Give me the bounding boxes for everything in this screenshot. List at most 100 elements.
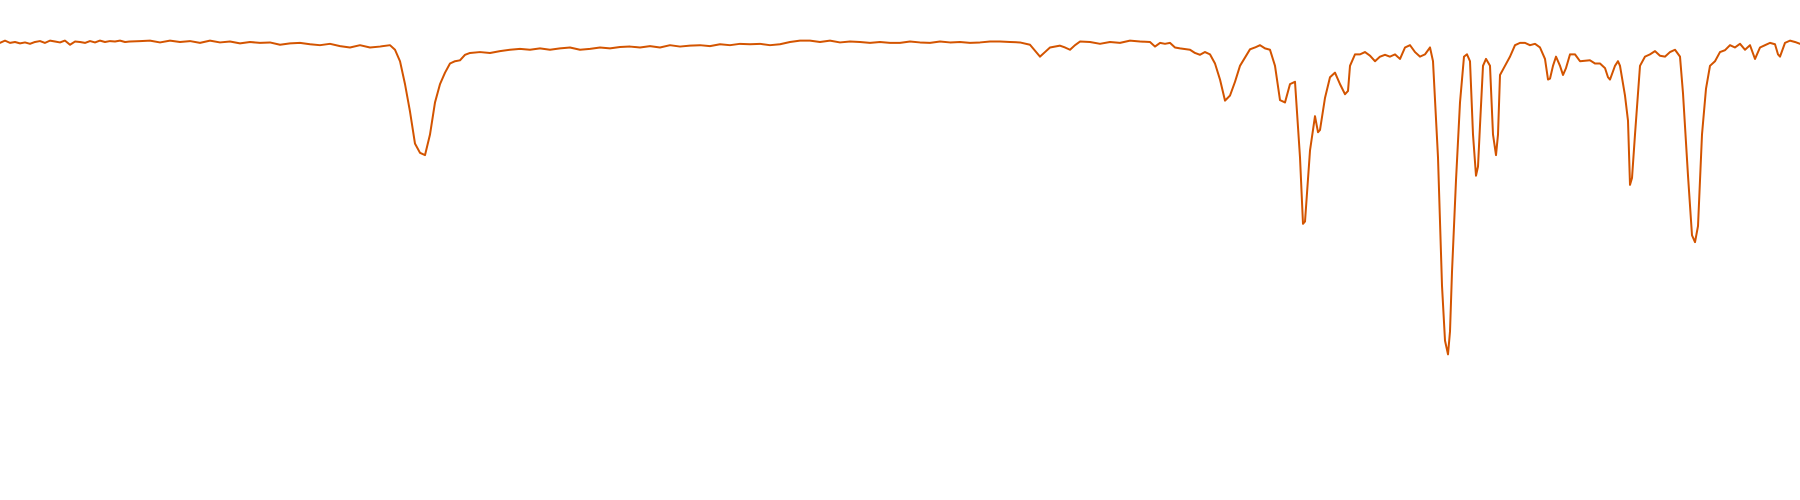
data-point [1169, 42, 1171, 44]
data-point [1709, 65, 1711, 67]
data-point [1472, 133, 1474, 136]
data-point [1609, 78, 1611, 81]
data-point [1674, 49, 1676, 51]
data-point [1432, 60, 1434, 62]
data-point [1664, 56, 1666, 58]
data-point [1414, 51, 1416, 53]
data-point [1499, 74, 1501, 76]
data-point [1624, 94, 1626, 97]
data-point [229, 40, 231, 43]
data-point [1304, 220, 1306, 223]
data-point [19, 42, 21, 44]
data-point [1654, 50, 1656, 52]
data-point [1139, 40, 1141, 43]
data-point [1682, 92, 1684, 94]
data-point [469, 52, 471, 54]
data-point [1552, 65, 1554, 67]
data-point [1419, 56, 1421, 58]
data-point [1451, 271, 1453, 273]
data-point [1559, 65, 1561, 67]
data-point [1534, 43, 1536, 45]
data-point [1194, 52, 1196, 54]
data-point [1694, 241, 1696, 243]
data-point [879, 41, 881, 43]
data-point [919, 41, 921, 44]
data-point [104, 41, 106, 43]
data-point [1159, 42, 1161, 44]
data-point [349, 46, 351, 49]
data-point [49, 40, 51, 42]
data-point [799, 40, 801, 42]
data-point [1044, 51, 1046, 53]
data-point [1547, 78, 1549, 81]
data-point [1359, 53, 1361, 55]
data-point [1539, 46, 1541, 49]
data-point [1009, 41, 1011, 43]
data-point [309, 43, 311, 45]
data-point [159, 41, 161, 44]
data-point [1744, 49, 1746, 51]
data-point [9, 42, 11, 44]
data-point [54, 40, 56, 43]
data-point [1264, 47, 1266, 50]
data-point [1482, 65, 1484, 67]
data-point [339, 45, 341, 47]
data-point [1204, 51, 1206, 53]
data-point [1269, 49, 1271, 51]
data-point [949, 41, 951, 44]
data-point [929, 42, 931, 44]
data-point [1279, 99, 1281, 101]
data-point [434, 101, 436, 104]
data-point [1549, 78, 1551, 80]
data-point [1719, 51, 1721, 53]
data-point [779, 43, 781, 45]
data-point [909, 40, 911, 43]
data-point [729, 44, 731, 46]
data-point [1574, 53, 1576, 55]
data-point [669, 44, 671, 46]
data-point [1669, 51, 1671, 53]
data-point [999, 40, 1001, 43]
data-point [1334, 72, 1336, 74]
data-point [59, 41, 61, 44]
data-point [1466, 53, 1468, 55]
data-point [359, 44, 361, 46]
data-point [1424, 53, 1426, 55]
data-point [89, 40, 91, 42]
data-point [1229, 94, 1231, 97]
data-point [1179, 47, 1181, 50]
data-point [479, 51, 481, 53]
data-point [509, 49, 511, 51]
data-point [1569, 53, 1571, 55]
data-point [519, 48, 521, 50]
data-point [169, 40, 171, 42]
data-point [639, 46, 641, 49]
data-point [699, 44, 701, 46]
data-point [719, 43, 721, 45]
data-point [269, 41, 271, 44]
data-point [1109, 41, 1111, 43]
data-point [369, 46, 371, 49]
data-point [199, 42, 201, 44]
data-point [1463, 56, 1465, 58]
data-point [659, 46, 661, 49]
data-point [889, 42, 891, 44]
data-point [1344, 93, 1346, 95]
data-point [239, 42, 241, 44]
data-point [1565, 67, 1567, 69]
data-point [1794, 41, 1796, 43]
data-point [1779, 56, 1781, 58]
data-point [1614, 65, 1616, 67]
data-point [1324, 97, 1326, 99]
data-point [1455, 179, 1457, 181]
data-point [1409, 44, 1411, 46]
data-point [1234, 81, 1236, 83]
data-point [1209, 53, 1211, 55]
data-point [79, 41, 81, 43]
data-point [1314, 115, 1316, 117]
data-point [839, 41, 841, 44]
data-point [1284, 101, 1286, 104]
data-point [1777, 53, 1779, 55]
data-point [1497, 133, 1499, 136]
data-point [1099, 43, 1101, 45]
